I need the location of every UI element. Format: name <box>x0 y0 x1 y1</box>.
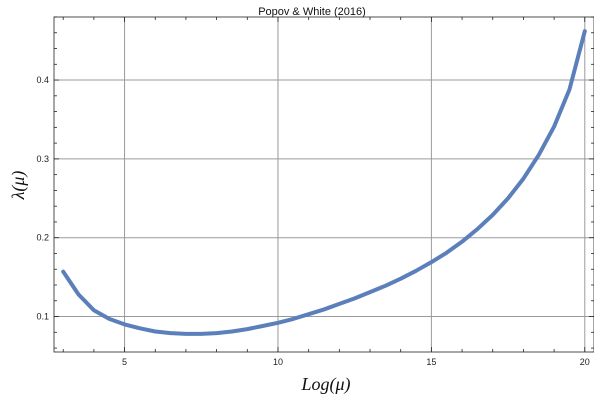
y-tick-label: 0.3 <box>36 154 49 164</box>
grid <box>54 17 594 352</box>
x-tick-label: 20 <box>580 357 590 367</box>
x-tick-label: 10 <box>273 357 283 367</box>
x-tick-label: 5 <box>122 357 127 367</box>
x-tick-label: 15 <box>426 357 436 367</box>
tick-labels: 5 10 15 20 0.1 0.2 0.3 0.4 <box>36 75 589 367</box>
plot-frame <box>53 16 594 353</box>
series-line <box>61 29 587 336</box>
chart-title: Popov & White (2016) <box>258 6 366 18</box>
y-tick-label: 0.1 <box>36 312 49 322</box>
y-tick-label: 0.4 <box>36 75 49 85</box>
x-axis-label: Log(μ) <box>300 374 350 395</box>
y-tick-label: 0.2 <box>36 233 49 243</box>
y-axis-label: λ(μ) <box>8 171 29 201</box>
axis-ticks <box>54 16 594 352</box>
